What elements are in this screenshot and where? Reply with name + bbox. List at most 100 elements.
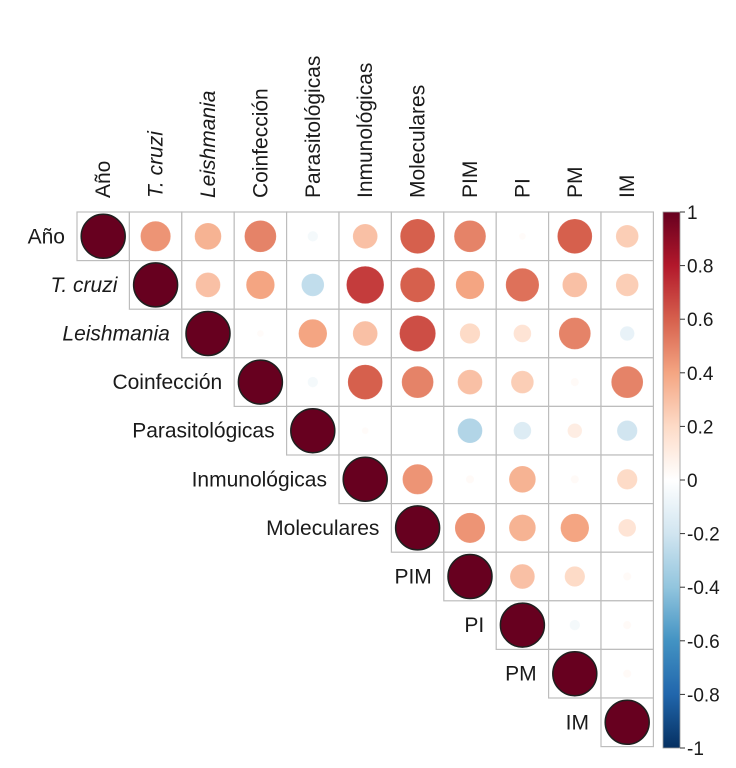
correlation-circle [611, 366, 644, 398]
column-label-im: IM [616, 175, 639, 198]
correlation-circle [399, 315, 436, 352]
correlation-circle [518, 232, 526, 240]
correlation-circle [244, 220, 277, 253]
row-label-inmunologicas: Inmunológicas [192, 468, 327, 491]
correlation-circle [623, 620, 632, 630]
correlation-circle [307, 231, 319, 242]
row-label-parasitologicas: Parasitológicas [132, 420, 274, 443]
correlation-circle [352, 223, 378, 249]
column-label-inmunologicas: Inmunológicas [354, 63, 377, 198]
correlation-circle [570, 377, 579, 387]
correlation-circle [509, 514, 536, 542]
correlation-circle [400, 267, 435, 303]
colorbar-tick-label: -0.2 [687, 525, 720, 546]
row-label-pim: PIM [394, 566, 431, 589]
row-label-moleculares: Moleculares [266, 517, 379, 540]
column-label-pm: PM [564, 167, 587, 199]
correlation-circle [623, 669, 632, 678]
correlation-circle [246, 270, 275, 300]
correlation-circle [465, 475, 475, 484]
correlation-circle [513, 421, 532, 440]
correlation-circle [618, 519, 637, 537]
diagonal-circle [342, 456, 388, 503]
column-label-coinfeccion: Coinfección [249, 88, 272, 198]
correlation-circle [557, 218, 593, 254]
colorbar-tick-label: 0.2 [687, 417, 713, 438]
correlation-circle [569, 619, 581, 631]
correlation-circle [454, 512, 486, 543]
row-label-pm: PM [505, 663, 537, 686]
correlation-circle [510, 564, 535, 589]
colorbar-tick-label: -0.6 [687, 632, 720, 653]
correlation-circle [256, 330, 264, 337]
row-label-ano: Año [28, 225, 65, 248]
correlation-circle [194, 222, 222, 250]
correlation-circle [615, 225, 639, 248]
row-label-coinfeccion: Coinfección [112, 371, 222, 394]
colorbar-tick-label: -0.4 [687, 578, 720, 599]
column-label-leishmania: Leishmania [197, 91, 220, 198]
correlation-circle [454, 220, 486, 253]
column-label-t-cruzi: T. cruzi [145, 130, 168, 198]
colorbar-tick-label: 0.4 [687, 364, 714, 385]
correlation-circle [346, 266, 384, 304]
colorbar: 1 0.8 0.6 0.4 0.2 0 -0.2 -0.4 -0.6 -0.8 -1 [662, 203, 720, 760]
correlation-circle [347, 364, 383, 400]
correlation-circle [511, 370, 534, 394]
correlation-circles [80, 213, 650, 746]
matrix-cell [233, 260, 288, 310]
colorbar-gradient [662, 211, 681, 749]
correlation-circle [298, 319, 328, 348]
correlation-circle [457, 418, 483, 444]
diagonal-circle [447, 553, 493, 600]
colorbar-tick-label: 1 [687, 203, 698, 224]
column-label-moleculares: Moleculares [407, 85, 430, 198]
diagonal-circle [80, 213, 126, 260]
matrix-cell [443, 211, 497, 262]
row-labels: Año T. cruzi Leishmania Coinfección Parasito… [28, 225, 589, 734]
correlation-circle [301, 273, 325, 297]
colorbar-tick-label: 0.6 [687, 310, 713, 331]
diagonal-circle [604, 699, 650, 746]
correlation-circle [623, 572, 632, 581]
column-label-pim: PIM [459, 161, 482, 198]
row-label-t-cruzi: T. cruzi [50, 274, 118, 297]
column-label-pi: PI [511, 178, 534, 198]
colorbar-tick-label: -0.8 [687, 685, 720, 706]
row-label-im: IM [566, 711, 589, 734]
correlation-circle [617, 469, 638, 490]
diagonal-circle [499, 602, 546, 648]
colorbar-tick-label: 0.8 [687, 257, 713, 278]
correlation-circle [560, 513, 590, 543]
correlation-circle [562, 272, 588, 298]
correlation-circle [617, 420, 638, 441]
correlation-circle [567, 423, 583, 438]
column-label-ano: Año [92, 161, 115, 198]
matrix-cell [390, 405, 445, 456]
correlation-circle [570, 475, 579, 484]
correlation-circle [361, 427, 369, 435]
correlation-circle [505, 268, 540, 302]
correlation-circle [564, 566, 585, 587]
column-labels: Año T. cruzi Leishmania Coinfección Parasito… [92, 56, 639, 198]
correlation-circle [400, 218, 435, 254]
correlation-circle [513, 324, 532, 343]
row-label-pi: PI [464, 614, 484, 637]
correlation-circle [401, 366, 434, 398]
diagonal-circle [185, 310, 231, 357]
column-label-parasitologicas: Parasitológicas [302, 56, 325, 198]
diagonal-circle [394, 505, 441, 551]
diagonal-circle [132, 262, 179, 308]
correlation-circle [140, 221, 171, 252]
row-label-leishmania: Leishmania [62, 323, 169, 346]
diagonal-circle [552, 650, 598, 697]
correlation-circle [615, 273, 639, 297]
colorbar-tick-label: -1 [687, 739, 704, 760]
correlation-circle [558, 317, 591, 350]
correlation-circle [619, 326, 635, 341]
diagonal-circle [290, 407, 336, 454]
colorbar-tick-label: 0 [687, 471, 698, 492]
diagonal-circle [237, 359, 284, 405]
correlation-circle [455, 270, 485, 300]
